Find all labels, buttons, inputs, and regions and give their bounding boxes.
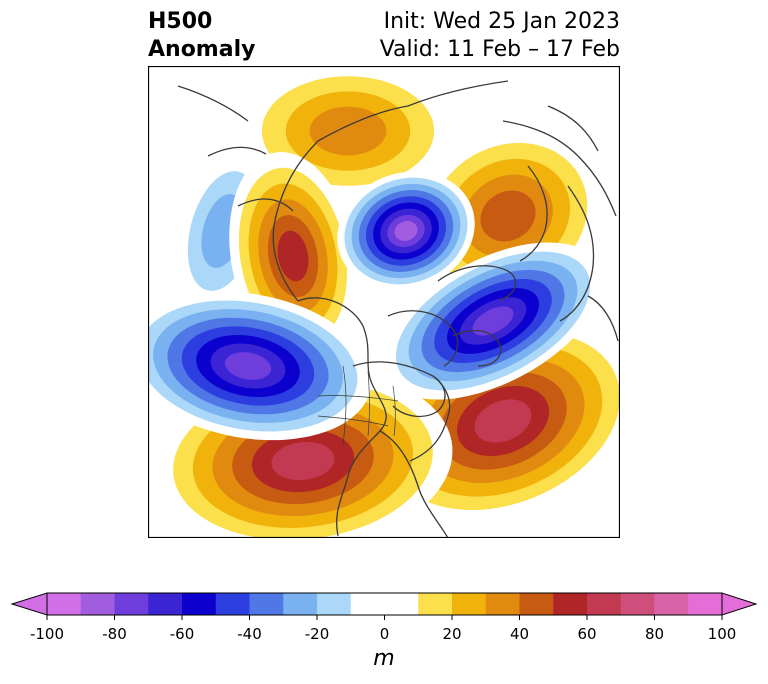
title-right: Init: Wed 25 Jan 2023 Valid: 11 Feb – 17… bbox=[380, 8, 620, 64]
colorbar-bin bbox=[384, 593, 419, 615]
anomaly-contours bbox=[148, 66, 620, 538]
coastline-segment bbox=[207, 146, 267, 157]
colorbar-tick-label: -60 bbox=[169, 625, 195, 643]
contour-level bbox=[474, 399, 532, 443]
colorbar-tick-label: 100 bbox=[707, 625, 737, 643]
coastline-segment bbox=[297, 297, 387, 537]
contour-level bbox=[394, 221, 418, 241]
colorbar-bin bbox=[485, 593, 521, 615]
colorbar-bin bbox=[182, 593, 217, 615]
colorbar-tick-label: -100 bbox=[29, 625, 65, 643]
anomaly-center-north-pacific-trough bbox=[148, 291, 372, 441]
colorbar-bin bbox=[350, 593, 386, 615]
colorbar-tick-label: -20 bbox=[304, 625, 330, 643]
coastline-segment bbox=[559, 185, 595, 322]
colorbar-tick-label: 0 bbox=[379, 625, 390, 643]
colorbar-tick-label: -80 bbox=[102, 625, 127, 643]
colorbar-bin bbox=[553, 593, 588, 615]
coastline-segment bbox=[502, 120, 617, 217]
coastline-segment bbox=[547, 105, 599, 152]
contour-level bbox=[271, 441, 335, 481]
border-segment bbox=[317, 395, 399, 402]
colorbar-bin bbox=[249, 593, 284, 615]
contour-level bbox=[309, 106, 387, 156]
colorbar-bin bbox=[114, 593, 149, 615]
coastline-segment bbox=[452, 329, 502, 367]
colorbar-tick-label: 40 bbox=[509, 625, 530, 643]
anomaly-center-north-atlantic-trough bbox=[383, 242, 603, 400]
border-segment bbox=[342, 365, 347, 447]
init-date: Init: Wed 25 Jan 2023 bbox=[383, 9, 620, 34]
anomaly-map bbox=[148, 66, 620, 538]
coastline-segment bbox=[177, 85, 249, 122]
contour-level bbox=[472, 306, 514, 336]
contour-level bbox=[224, 352, 272, 380]
colorbar-tick-label: -40 bbox=[237, 625, 262, 643]
colorbar-bin bbox=[148, 593, 183, 615]
coastline-segment bbox=[407, 80, 509, 107]
colorbar-bin bbox=[452, 593, 487, 615]
colorbar-tick-label: 80 bbox=[644, 625, 665, 643]
colorbar-bin bbox=[688, 593, 723, 615]
colorbar-tick-label: 60 bbox=[577, 625, 597, 643]
colorbar-bin bbox=[215, 593, 251, 615]
field-title: H500 bbox=[148, 9, 213, 34]
colorbar bbox=[10, 592, 758, 620]
colorbar-bin bbox=[654, 593, 689, 615]
coastline-segment bbox=[519, 165, 548, 262]
anomaly-center-siberia-ridge bbox=[238, 66, 458, 201]
coastline-segment bbox=[237, 198, 294, 212]
coastline-segment bbox=[587, 295, 619, 342]
anomaly-center-polar-low bbox=[337, 171, 475, 291]
colorbar-bin bbox=[317, 593, 352, 615]
coastline-segment bbox=[317, 105, 409, 142]
coastline-segment bbox=[272, 140, 319, 302]
contour-level bbox=[480, 190, 536, 242]
contour-level bbox=[277, 230, 309, 282]
coastline-segment bbox=[352, 361, 446, 418]
valid-range: Valid: 11 Feb – 17 Feb bbox=[379, 37, 620, 62]
colorbar-bin bbox=[519, 593, 554, 615]
colorbar-bin bbox=[587, 593, 622, 615]
coastlines bbox=[177, 80, 619, 538]
colorbar-extend-max bbox=[721, 592, 758, 616]
title-left: H500 Anomaly bbox=[148, 8, 255, 64]
colorbar-bin bbox=[47, 593, 82, 615]
coastline-segment bbox=[437, 265, 517, 301]
border-segment bbox=[317, 415, 389, 427]
colorbar-bin bbox=[80, 593, 116, 615]
border-segment bbox=[392, 385, 396, 437]
coastline-segment bbox=[379, 430, 449, 538]
colorbar-extend-min bbox=[10, 592, 48, 616]
colorbar-unit-label: m bbox=[373, 646, 395, 671]
map-frame bbox=[148, 66, 620, 538]
colorbar-tick-label: 20 bbox=[442, 625, 462, 643]
colorbar-bin bbox=[620, 593, 656, 615]
border-segment bbox=[367, 370, 370, 437]
colorbar-bin bbox=[418, 593, 453, 615]
field-subtitle: Anomaly bbox=[148, 37, 256, 62]
colorbar-bin bbox=[283, 593, 318, 615]
coastline-segment bbox=[387, 310, 459, 367]
